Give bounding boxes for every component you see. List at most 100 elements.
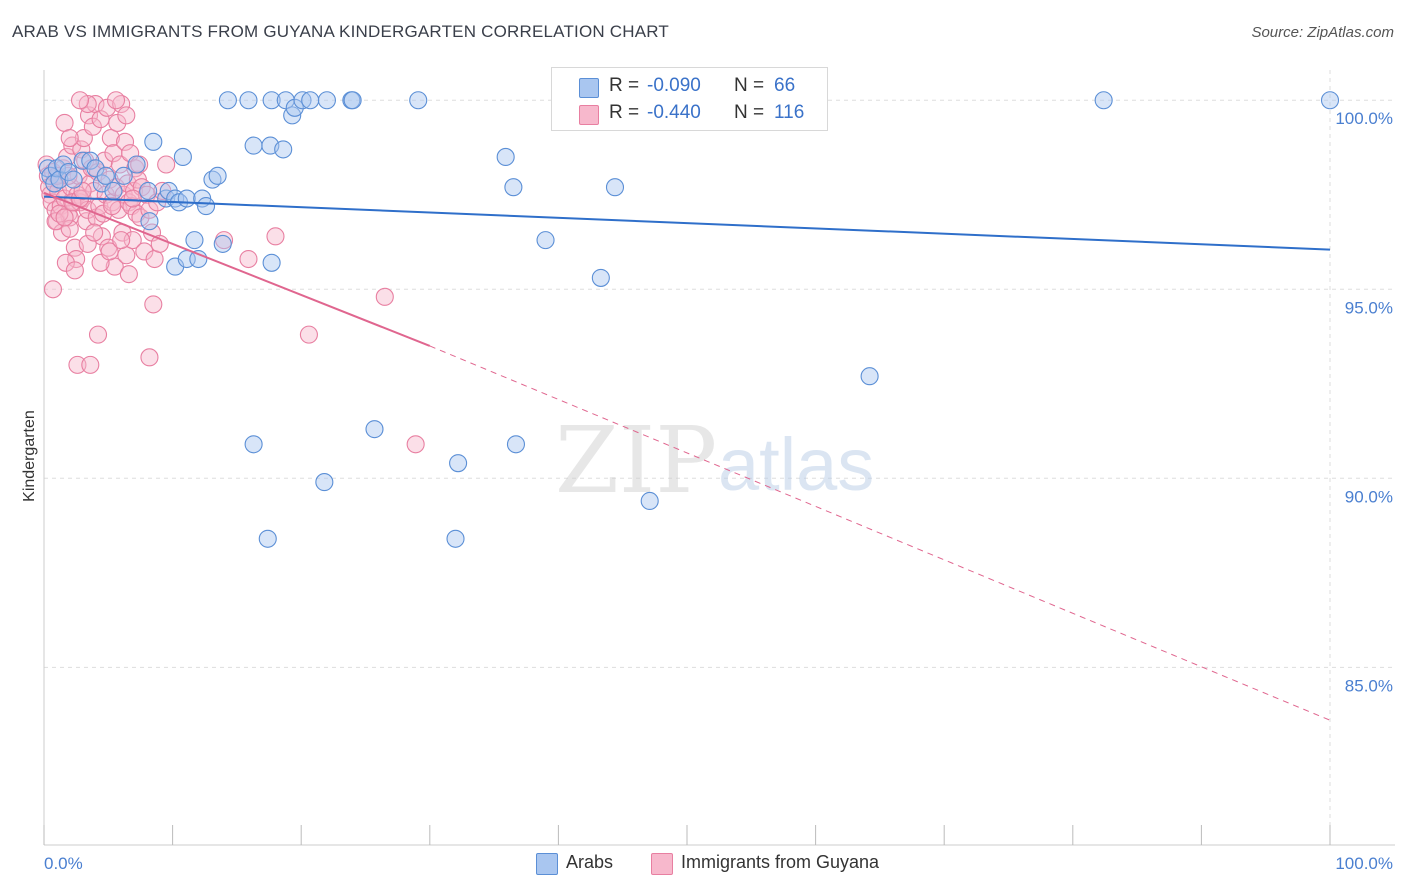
point-arab xyxy=(177,189,196,208)
point-arab xyxy=(301,91,320,110)
point-guyana xyxy=(56,253,75,272)
point-guyana xyxy=(266,227,285,246)
point-arab xyxy=(244,136,263,155)
trend-line-guyana-extrapolated xyxy=(429,345,1331,721)
point-guyana xyxy=(101,128,120,148)
point-arab xyxy=(50,170,69,189)
point-arab xyxy=(144,132,163,151)
y-tick-label: 90.0% xyxy=(1345,487,1393,506)
point-arab xyxy=(860,367,879,386)
point-guyana xyxy=(65,261,84,280)
point-guyana xyxy=(100,242,119,261)
point-guyana xyxy=(123,189,142,208)
point-arab xyxy=(258,529,277,548)
point-arab xyxy=(140,212,159,231)
point-arab xyxy=(496,147,515,167)
bottom-legend-label-guyana: Immigrants from Guyana xyxy=(681,852,880,872)
point-guyana xyxy=(406,435,425,454)
legend-row-arabs: R = -0.090 N = 66 xyxy=(552,74,827,100)
point-guyana xyxy=(60,219,79,238)
point-arab xyxy=(1094,91,1113,110)
point-guyana xyxy=(119,265,138,284)
point-arab xyxy=(218,91,237,110)
point-guyana xyxy=(68,355,87,374)
point-arab xyxy=(449,454,468,473)
bottom-legend-swatch-guyana xyxy=(651,853,673,875)
point-guyana xyxy=(115,132,135,151)
point-guyana xyxy=(144,295,163,314)
point-arab xyxy=(104,181,123,201)
point-guyana xyxy=(299,325,318,344)
point-guyana xyxy=(239,249,258,269)
point-arab xyxy=(591,268,610,287)
point-arab xyxy=(315,473,334,492)
point-guyana xyxy=(117,246,136,265)
bottom-legend-swatch-arabs xyxy=(536,853,558,875)
correlation-legend: R = -0.090 N = 66 R = -0.440 N = 116 xyxy=(551,67,828,131)
point-guyana xyxy=(81,355,100,374)
point-guyana xyxy=(108,113,127,132)
source-label: Source: ZipAtlas.com xyxy=(1251,24,1394,41)
legend-r-value-arabs: -0.090 xyxy=(647,75,701,96)
point-arab xyxy=(1320,91,1340,110)
point-arab xyxy=(96,166,115,185)
point-guyana xyxy=(55,208,74,227)
point-arab xyxy=(446,529,465,548)
point-arab xyxy=(317,91,336,110)
watermark: ZIP atlas xyxy=(555,407,874,514)
legend-r-label: R = xyxy=(609,75,640,96)
point-arab xyxy=(274,140,293,159)
y-tick-label: 95.0% xyxy=(1345,298,1393,317)
x-tick-label: 100.0% xyxy=(1335,854,1393,873)
y-axis-label: Kindergarten xyxy=(21,410,38,502)
point-guyana xyxy=(117,106,136,125)
point-guyana xyxy=(135,242,154,261)
point-arab xyxy=(185,231,204,250)
point-arab xyxy=(86,159,105,178)
point-arab xyxy=(262,253,281,272)
point-guyana xyxy=(375,287,394,306)
point-guyana xyxy=(85,223,104,242)
point-guyana xyxy=(112,231,131,250)
trend-lines xyxy=(43,191,1331,721)
trend-line-guyana xyxy=(43,191,431,347)
point-guyana xyxy=(131,208,150,227)
point-arab xyxy=(196,197,216,216)
trend-line-arabs xyxy=(43,195,1331,251)
tick-labels: 100.0% 95.0% 90.0% 85.0% 0.0% 100.0% xyxy=(44,109,1393,873)
point-arab xyxy=(173,147,192,167)
legend-n-label: N = xyxy=(734,75,765,96)
point-arab xyxy=(139,181,158,201)
legend-n-label: N = xyxy=(734,102,765,123)
point-arab xyxy=(213,234,232,253)
point-arab xyxy=(605,178,625,197)
point-guyana xyxy=(140,348,159,367)
point-arab xyxy=(365,420,384,439)
legend-r-value-guyana: -0.440 xyxy=(647,102,701,123)
point-arab xyxy=(536,231,555,250)
y-tick-label: 85.0% xyxy=(1345,676,1393,695)
point-arab xyxy=(343,91,362,110)
point-guyana xyxy=(55,113,74,132)
legend-n-value-arabs: 66 xyxy=(774,75,796,96)
x-tick-label: 0.0% xyxy=(44,854,83,873)
y-tick-label: 100.0% xyxy=(1335,109,1393,128)
series-guyana xyxy=(37,91,425,454)
point-arab xyxy=(114,166,133,185)
point-arab xyxy=(244,435,263,454)
legend-n-value-guyana: 116 xyxy=(774,102,805,123)
point-guyana xyxy=(43,280,63,299)
legend-swatch-arabs xyxy=(579,78,599,98)
point-guyana xyxy=(106,91,126,110)
chart-title: ARAB VS IMMIGRANTS FROM GUYANA KINDERGAR… xyxy=(12,22,670,41)
point-guyana xyxy=(83,117,102,136)
point-arab xyxy=(262,91,281,110)
legend-swatch-guyana xyxy=(579,105,599,125)
point-arab xyxy=(127,155,146,174)
point-arab xyxy=(159,181,178,201)
point-guyana xyxy=(97,98,117,117)
point-arab xyxy=(293,91,312,110)
series-arabs xyxy=(38,91,1340,548)
point-arab xyxy=(640,491,659,511)
